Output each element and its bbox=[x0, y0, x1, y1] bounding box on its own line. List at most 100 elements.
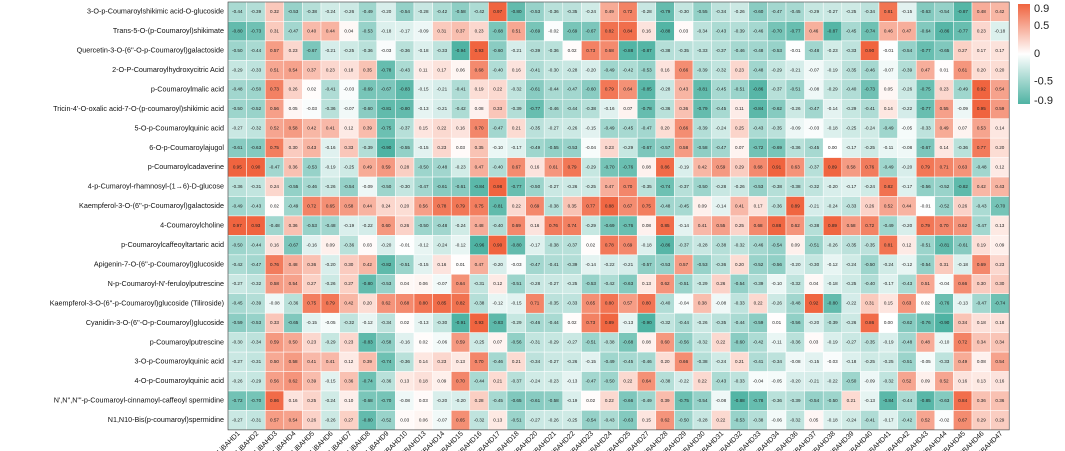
cell-value-label: 0.23 bbox=[326, 67, 335, 72]
cell-value-label: -0.26 bbox=[567, 126, 578, 131]
row-label: 6-O-p-Coumaroylajugol bbox=[149, 143, 224, 152]
cell-value-label: -0.05 bbox=[902, 126, 913, 131]
cell-value-label: -0.08 bbox=[902, 145, 913, 150]
cell-value-label: -0.43 bbox=[976, 203, 987, 208]
cell-value-label: 0.36 bbox=[289, 223, 298, 228]
cell-value-label: -0.39 bbox=[251, 9, 262, 14]
cell-value-label: 0.02 bbox=[586, 242, 595, 247]
cell-value-label: -0.80 bbox=[362, 417, 373, 422]
cell-value-label: -0.55 bbox=[288, 184, 299, 189]
cell-value-label: -0.53 bbox=[585, 281, 596, 286]
cell-value-label: 0.58 bbox=[847, 165, 856, 170]
cell-value-label: 0.47 bbox=[475, 262, 484, 267]
cell-value-label: 0.08 bbox=[475, 106, 484, 111]
cell-value-label: -0.36 bbox=[957, 145, 968, 150]
cell-value-label: 0.13 bbox=[642, 281, 651, 286]
cell-value-label: 0.30 bbox=[289, 145, 298, 150]
cell-value-label: 0.90 bbox=[865, 48, 874, 53]
cell-value-label: 0.20 bbox=[995, 145, 1004, 150]
cell-value-label: -0.07 bbox=[809, 67, 820, 72]
cell-value-label: -0.28 bbox=[567, 67, 578, 72]
cell-value-label: 0.23 bbox=[605, 145, 614, 150]
cell-value-label: -0.58 bbox=[381, 340, 392, 345]
cell-value-label: -0.70 bbox=[604, 165, 615, 170]
cell-value-label: -0.17 bbox=[902, 184, 913, 189]
cell-value-label: -0.24 bbox=[716, 359, 727, 364]
cell-value-label: -0.29 bbox=[809, 9, 820, 14]
cell-value-label: 0.12 bbox=[995, 165, 1004, 170]
cell-value-label: 0.86 bbox=[661, 165, 670, 170]
cell-value-label: 0.97 bbox=[493, 9, 502, 14]
cell-value-label: -0.24 bbox=[864, 126, 875, 131]
cell-value-label: -0.39 bbox=[902, 67, 913, 72]
cell-value-label: -0.74 bbox=[362, 378, 373, 383]
cell-value-label: 0.19 bbox=[475, 87, 484, 92]
cell-value-label: -0.47 bbox=[530, 262, 541, 267]
cell-value-label: -0.46 bbox=[753, 28, 764, 33]
cell-value-label: 0.09 bbox=[995, 242, 1004, 247]
cell-value-label: 0.42 bbox=[363, 262, 372, 267]
cell-value-label: 0.36 bbox=[977, 398, 986, 403]
cell-value-label: -0.07 bbox=[437, 281, 448, 286]
cell-value-label: -0.38 bbox=[660, 48, 671, 53]
cell-value-label: -0.24 bbox=[455, 223, 466, 228]
cell-value-label: -0.32 bbox=[716, 67, 727, 72]
cell-value-label: -0.27 bbox=[548, 126, 559, 131]
cell-value-label: -0.22 bbox=[846, 301, 857, 306]
cell-value-label: -0.08 bbox=[809, 87, 820, 92]
cell-value-label: 0.05 bbox=[289, 106, 298, 111]
cell-value-label: 0.80 bbox=[605, 301, 614, 306]
cell-value-label: -0.16 bbox=[325, 145, 336, 150]
cell-value-label: -0.50 bbox=[604, 378, 615, 383]
cell-value-label: -0.27 bbox=[548, 184, 559, 189]
cell-value-label: 0.23 bbox=[307, 340, 316, 345]
cell-value-label: -0.40 bbox=[660, 301, 671, 306]
cell-value-label: -0.54 bbox=[697, 398, 708, 403]
cell-value-label: -0.26 bbox=[567, 359, 578, 364]
cell-value-label: -0.26 bbox=[325, 281, 336, 286]
cell-value-label: 0.31 bbox=[270, 28, 279, 33]
cell-value-label: -0.36 bbox=[232, 184, 243, 189]
cell-value-label: 0.30 bbox=[977, 281, 986, 286]
cell-value-label: -0.80 bbox=[362, 281, 373, 286]
cell-value-label: 0.46 bbox=[884, 28, 893, 33]
cell-value-label: 0.50 bbox=[289, 340, 298, 345]
cell-value-label: -0.29 bbox=[623, 145, 634, 150]
cell-value-label: -0.46 bbox=[734, 48, 745, 53]
cell-value-label: -0.18 bbox=[641, 242, 652, 247]
cell-value-label: -0.36 bbox=[399, 359, 410, 364]
cell-value-label: -0.44 bbox=[251, 48, 262, 53]
cell-value-label: 0.43 bbox=[995, 184, 1004, 189]
cell-value-label: 0.44 bbox=[902, 203, 911, 208]
cell-value-label: 0.42 bbox=[995, 9, 1004, 14]
cell-value-label: 0.61 bbox=[958, 67, 967, 72]
cell-value-label: -0.61 bbox=[455, 184, 466, 189]
cell-value-label: -0.38 bbox=[660, 378, 671, 383]
cell-value-label: -0.17 bbox=[846, 184, 857, 189]
cell-value-label: -0.21 bbox=[437, 87, 448, 92]
cell-value-label: 0.00 bbox=[884, 320, 893, 325]
cell-value-label: -0.48 bbox=[809, 48, 820, 53]
cell-value-label: -0.43 bbox=[251, 203, 262, 208]
cell-value-label: -0.09 bbox=[790, 126, 801, 131]
cell-value-label: -0.25 bbox=[846, 126, 857, 131]
cell-value-label: -0.33 bbox=[697, 48, 708, 53]
cell-value-label: -0.30 bbox=[232, 340, 243, 345]
cell-value-label: -0.87 bbox=[827, 28, 838, 33]
cell-value-label: -0.34 bbox=[251, 340, 262, 345]
cell-value-label: -0.24 bbox=[716, 126, 727, 131]
cell-value-label: -0.19 bbox=[827, 340, 838, 345]
cell-value-label: -0.26 bbox=[697, 320, 708, 325]
cell-value-label: -0.56 bbox=[511, 340, 522, 345]
cell-value-label: -0.46 bbox=[530, 320, 541, 325]
row-labels: 3-O-p-Coumaroylshikimic acid-O-glucoside… bbox=[50, 7, 225, 424]
cell-value-label: -0.51 bbox=[399, 262, 410, 267]
cell-value-label: 0.12 bbox=[344, 359, 353, 364]
cell-value-label: -0.20 bbox=[902, 223, 913, 228]
cell-value-label: -0.53 bbox=[288, 9, 299, 14]
cell-value-label: 0.16 bbox=[958, 378, 967, 383]
cell-value-label: -0.19 bbox=[325, 165, 336, 170]
cell-value-label: -0.90 bbox=[641, 320, 652, 325]
cell-value-label: -0.32 bbox=[511, 87, 522, 92]
cell-value-label: 0.58 bbox=[270, 281, 279, 286]
